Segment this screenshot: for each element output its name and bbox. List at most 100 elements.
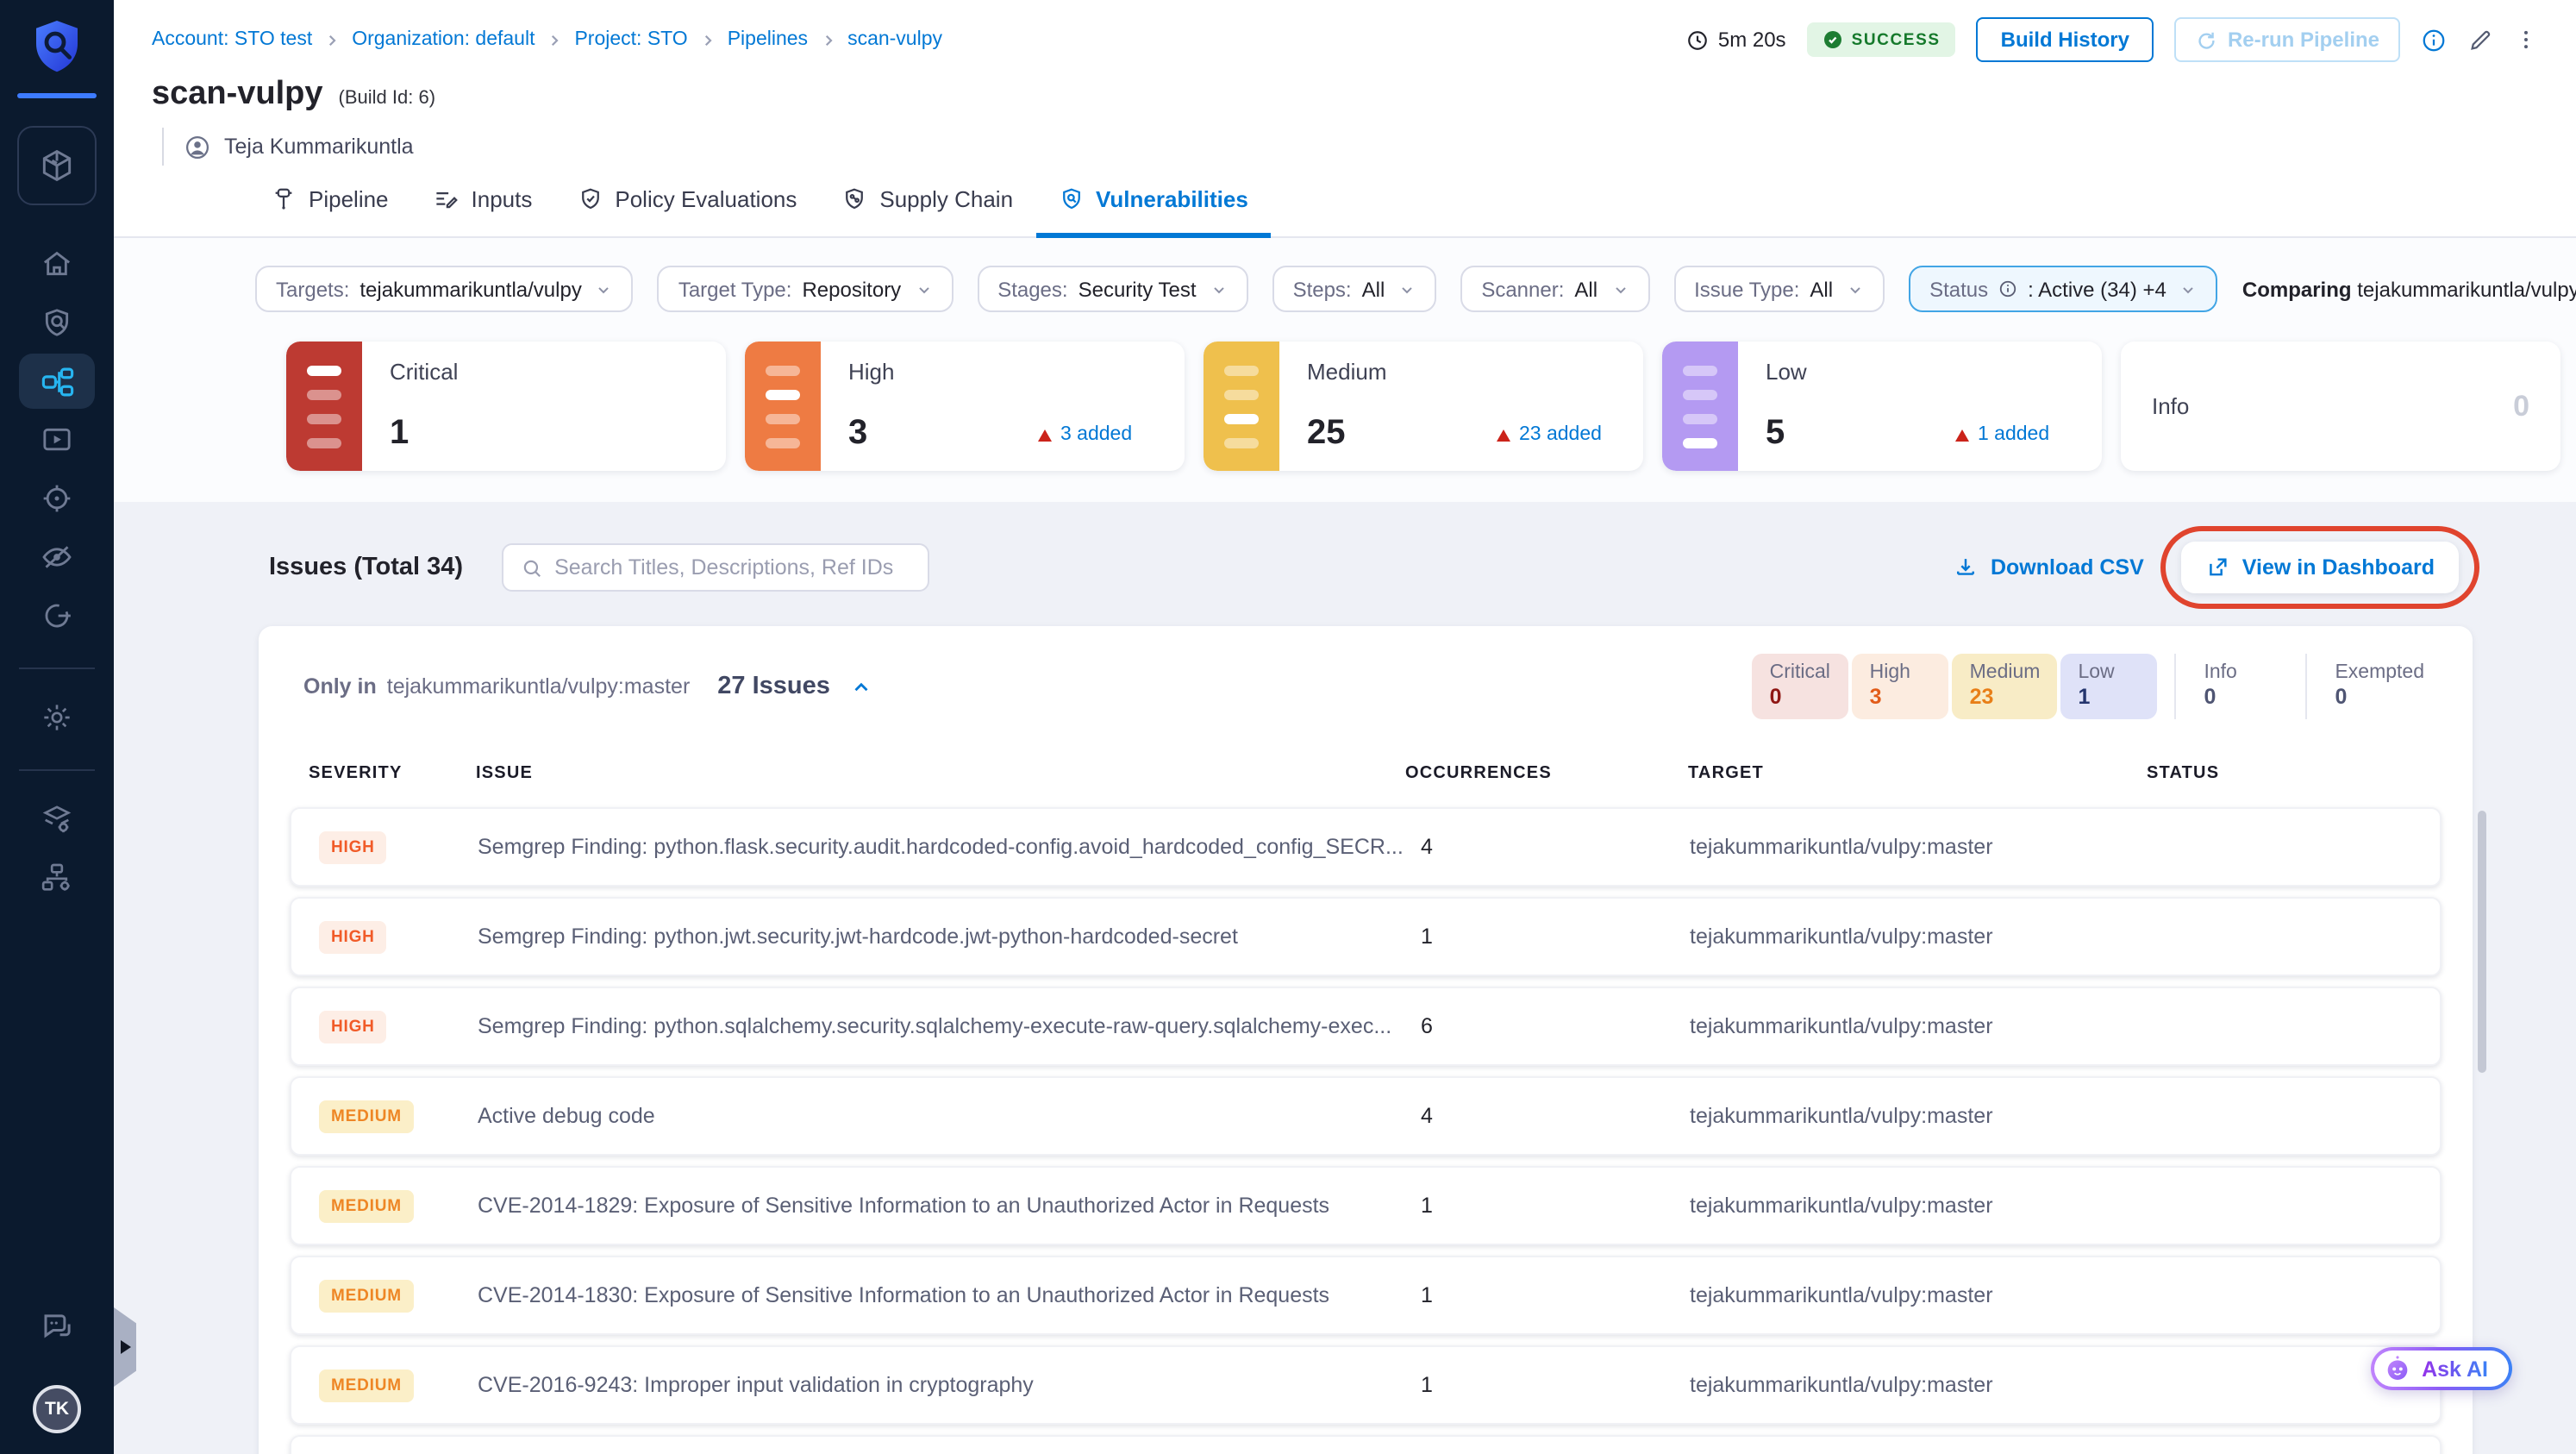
filter-target-type[interactable]: Target Type: Repository — [657, 266, 953, 312]
severity-badge: HIGH — [319, 920, 387, 953]
build-history-button[interactable]: Build History — [1976, 17, 2154, 62]
layers-gear-icon — [42, 805, 72, 833]
issue-group-header[interactable]: Only in tejakummarikuntla/vulpy:master 2… — [290, 654, 2442, 719]
issues-table-body: HIGH Semgrep Finding: python.flask.secur… — [290, 807, 2442, 1454]
sidebar-item-org-structure[interactable] — [19, 850, 95, 906]
table-row[interactable]: MEDIUM CVE-2014-1829: Exposure of Sensit… — [290, 1166, 2442, 1245]
target-value: tejakummarikuntla/vulpy:master — [1690, 1373, 1993, 1397]
chevron-up-icon[interactable] — [851, 675, 873, 698]
occurrences-value: 1 — [1421, 1194, 1433, 1218]
severity-badge: HIGH — [319, 1010, 387, 1043]
search-input[interactable] — [554, 555, 910, 580]
tab-vulnerabilities[interactable]: Vulnerabilities — [1035, 166, 1271, 238]
table-row[interactable]: MEDIUM Active debug code 4 tejakummariku… — [290, 1076, 2442, 1156]
target-value: tejakummarikuntla/vulpy:master — [1690, 1014, 1993, 1038]
col-target: TARGET — [1688, 764, 1764, 783]
issues-panel: Only in tejakummarikuntla/vulpy:master 2… — [259, 626, 2486, 1454]
chevron-down-icon — [596, 280, 613, 298]
page-header: Account: STO test Organization: default … — [114, 0, 2576, 166]
sidebar-item-home[interactable] — [19, 236, 95, 291]
sidebar-collapse-handle[interactable] — [114, 1307, 136, 1387]
module-accent-bar — [17, 93, 97, 98]
sidebar-item-security-review[interactable] — [19, 530, 95, 585]
tab-supply-chain[interactable]: Supply Chain — [819, 166, 1035, 238]
occurrences-value: 4 — [1421, 1104, 1433, 1128]
sidebar-item-exemptions[interactable] — [19, 588, 95, 643]
table-row[interactable]: MEDIUM — [290, 1435, 2442, 1454]
header-actions: 5m 20s SUCCESS Build History Re-run Pipe… — [1687, 17, 2538, 62]
more-options-button[interactable] — [2514, 28, 2538, 52]
breadcrumb-pipelines[interactable]: Pipelines — [727, 29, 809, 50]
severity-badge: MEDIUM — [319, 1279, 414, 1312]
severity-card-critical[interactable]: Critical 1 — [286, 342, 726, 471]
table-scrollbar[interactable] — [2478, 811, 2486, 1073]
vulnerabilities-shield-icon — [1062, 188, 1079, 210]
chevron-down-icon — [1210, 280, 1228, 298]
occurrences-value: 1 — [1421, 1283, 1433, 1307]
view-in-dashboard-button[interactable]: View in Dashboard — [2206, 555, 2435, 580]
sidebar-item-settings[interactable] — [19, 690, 95, 745]
group-issue-count: 27 Issues — [717, 673, 830, 700]
sidebar-item-default-settings[interactable] — [19, 792, 95, 847]
breadcrumb-organization[interactable]: Organization: default — [352, 29, 535, 50]
table-row[interactable]: HIGH Semgrep Finding: python.sqlalchemy.… — [290, 987, 2442, 1066]
table-row[interactable]: HIGH Semgrep Finding: python.flask.secur… — [290, 807, 2442, 887]
table-row[interactable]: MEDIUM CVE-2016-9243: Improper input val… — [290, 1345, 2442, 1425]
rerun-pipeline-button[interactable]: Re-run Pipeline — [2173, 17, 2400, 62]
sidebar-divider — [19, 769, 95, 771]
tab-pipeline[interactable]: Pipeline — [248, 166, 411, 238]
issue-title[interactable]: Active debug code — [478, 1104, 655, 1128]
severity-card-high[interactable]: High 3 3 added — [745, 342, 1185, 471]
severity-card-low[interactable]: Low 5 1 added — [1662, 342, 2102, 471]
table-row[interactable]: MEDIUM CVE-2014-1830: Exposure of Sensit… — [290, 1256, 2442, 1335]
sidebar-item-pipelines[interactable] — [19, 354, 95, 409]
chevron-down-icon — [1398, 280, 1416, 298]
target-value: tejakummarikuntla/vulpy:master — [1690, 924, 1993, 949]
issues-search[interactable] — [501, 543, 929, 592]
breadcrumb-current[interactable]: scan-vulpy — [847, 29, 942, 50]
filter-issue-type[interactable]: Issue Type: All — [1673, 266, 1885, 312]
sidebar-item-help[interactable] — [19, 1299, 95, 1354]
breadcrumb-account[interactable]: Account: STO test — [152, 29, 313, 50]
sidebar-item-scans[interactable] — [19, 295, 95, 350]
download-csv-button[interactable]: Download CSV — [1954, 555, 2144, 580]
severity-card-medium[interactable]: Medium 25 23 added — [1204, 342, 1643, 471]
sidebar-item-targets[interactable] — [19, 471, 95, 526]
issue-title[interactable]: CVE-2014-1829: Exposure of Sensitive Inf… — [478, 1194, 1330, 1218]
severity-card-info[interactable]: Info 0 — [2121, 342, 2560, 471]
target-value: tejakummarikuntla/vulpy:master — [1690, 1104, 1993, 1128]
table-row[interactable]: HIGH Semgrep Finding: python.jwt.securit… — [290, 897, 2442, 976]
issue-title[interactable]: Semgrep Finding: python.jwt.security.jwt… — [478, 924, 1238, 949]
pipeline-info-button[interactable] — [2421, 27, 2447, 53]
issue-title[interactable]: CVE-2016-9243: Improper input validation… — [478, 1373, 1034, 1397]
tab-policy-evaluations[interactable]: Policy Evaluations — [554, 166, 819, 238]
filter-bar: Targets: tejakummarikuntla/vulpy Target T… — [114, 266, 2576, 312]
module-selector-button[interactable] — [17, 126, 97, 205]
filter-steps[interactable]: Steps: All — [1272, 266, 1437, 312]
chip-low: Low 1 — [2060, 654, 2158, 719]
issue-title[interactable]: CVE-2014-1830: Exposure of Sensitive Inf… — [478, 1283, 1330, 1307]
filter-status[interactable]: Status : Active (34) +4 — [1909, 266, 2218, 312]
target-value: tejakummarikuntla/vulpy:master — [1690, 1283, 1993, 1307]
chevron-right-icon — [820, 32, 835, 47]
edit-pipeline-button[interactable] — [2467, 27, 2493, 53]
filter-stages[interactable]: Stages: Security Test — [977, 266, 1248, 312]
tab-inputs[interactable]: Inputs — [411, 166, 555, 238]
status-badge: SUCCESS — [1806, 22, 1956, 57]
ask-ai-button[interactable]: Ask AI — [2370, 1347, 2512, 1390]
breadcrumb-project[interactable]: Project: STO — [574, 29, 688, 50]
issues-toolbar: Issues (Total 34) Download CSV V — [114, 526, 2576, 609]
filter-scanner[interactable]: Scanner: All — [1460, 266, 1650, 312]
info-icon — [2423, 28, 2445, 51]
occurrences-value: 6 — [1421, 1014, 1433, 1038]
inputs-icon — [436, 192, 459, 209]
sidebar-item-executions[interactable] — [19, 412, 95, 467]
issue-title[interactable]: Semgrep Finding: python.flask.security.a… — [478, 835, 1404, 859]
user-avatar[interactable]: TK — [33, 1385, 81, 1433]
col-severity: SEVERITY — [309, 764, 403, 783]
chip-exempted: Exempted 0 — [2305, 654, 2442, 719]
comparing-text: Comparing tejakummarikuntla/vulpy:master… — [2241, 277, 2576, 301]
issue-title[interactable]: Semgrep Finding: python.sqlalchemy.secur… — [478, 1014, 1392, 1038]
eye-off-icon — [42, 546, 72, 568]
filter-targets[interactable]: Targets: tejakummarikuntla/vulpy — [255, 266, 634, 312]
